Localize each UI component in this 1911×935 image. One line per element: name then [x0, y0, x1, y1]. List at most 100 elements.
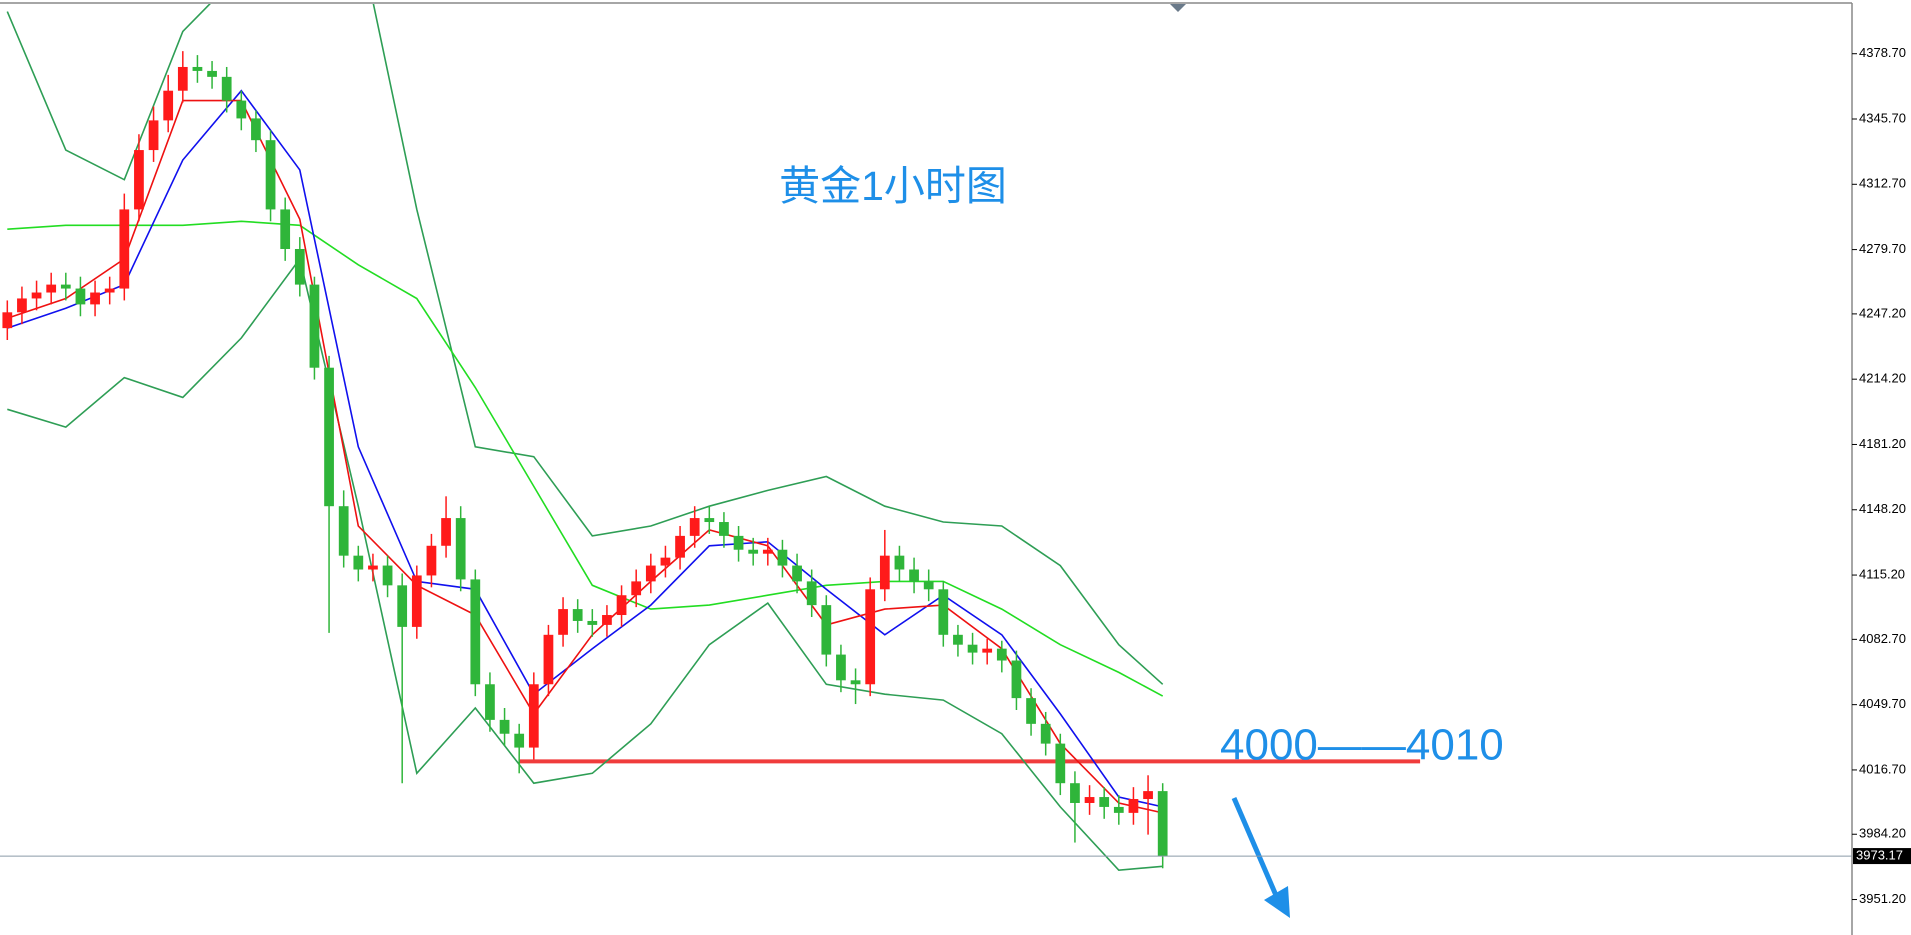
candle-body: [104, 288, 115, 293]
candle-body: [792, 565, 802, 582]
candle-body: [719, 522, 729, 536]
candle-body: [850, 680, 861, 685]
candle-body: [60, 284, 71, 289]
candle-body: [265, 140, 276, 210]
y-tick-label: 4345.70: [1859, 110, 1906, 125]
candle-body: [119, 209, 130, 289]
candle-body: [148, 120, 159, 151]
candle-body: [177, 66, 188, 91]
marker: [1170, 4, 1186, 12]
y-tick-label: 3951.20: [1859, 891, 1906, 906]
indicator-line: [7, 257, 1163, 872]
candle-body: [353, 555, 364, 570]
candle-body: [134, 150, 144, 210]
candle-body: [324, 367, 334, 507]
annotation: 4000——4010: [1220, 721, 1504, 770]
candle-body: [675, 535, 685, 558]
candle-body: [543, 634, 554, 685]
candle-body: [996, 648, 1007, 661]
candle-body: [309, 284, 320, 368]
candle-body: [528, 684, 539, 748]
candle-body: [17, 298, 27, 313]
candle-body: [1099, 797, 1110, 807]
current-price-label: 3973.17: [1856, 848, 1903, 863]
candle-body: [762, 549, 773, 554]
candle-body: [251, 118, 261, 141]
candle-body: [368, 565, 378, 570]
y-tick-label: 4016.70: [1859, 761, 1906, 776]
candle-body: [748, 549, 759, 554]
candle-body: [485, 684, 495, 720]
candle-body: [280, 209, 291, 249]
candle-body: [894, 555, 905, 570]
candle-body: [631, 581, 642, 596]
plot: [2, 4, 1421, 872]
indicator-line: [7, 89, 1163, 808]
candle-body: [470, 579, 481, 685]
candle-body: [645, 565, 656, 582]
candle-body: [2, 312, 13, 329]
candle-body: [865, 589, 876, 685]
candle-body: [499, 719, 510, 734]
candle-body: [221, 76, 232, 101]
candle-body: [294, 248, 305, 285]
candle-body: [1128, 799, 1139, 813]
candle-body: [426, 545, 437, 576]
candle-body: [967, 644, 978, 653]
candle-body: [821, 605, 832, 655]
candle-body: [1084, 797, 1095, 803]
y-tick-label: 4082.70: [1859, 631, 1906, 646]
y-tick-label: 4049.70: [1859, 696, 1906, 711]
candle-body: [207, 70, 217, 77]
candle-body: [397, 585, 408, 627]
candle-body: [441, 518, 451, 546]
candle-body: [514, 733, 525, 748]
candle-body: [923, 581, 934, 590]
y-tick-label: 4279.70: [1859, 241, 1906, 256]
candle-body: [777, 549, 788, 566]
candle-body: [938, 589, 949, 635]
candle-body: [411, 575, 422, 627]
chart-title: 黄金1小时图: [779, 163, 1007, 209]
candle-body: [879, 555, 890, 590]
candle-body: [1157, 791, 1168, 857]
candle-body: [587, 620, 598, 625]
candle-body: [836, 654, 846, 681]
y-tick-label: 3984.20: [1859, 826, 1906, 841]
indicator-line: [7, 220, 1164, 697]
arrow-shaft: [1231, 797, 1281, 901]
y-tick-label: 4148.20: [1859, 501, 1906, 516]
candle-body: [1011, 660, 1022, 699]
candle-body: [1055, 743, 1066, 784]
candle-body: [31, 292, 42, 299]
candle-body: [953, 634, 963, 645]
candle-body: [338, 506, 349, 556]
y-tick-label: 4181.20: [1859, 436, 1906, 451]
candle-body: [90, 292, 100, 305]
candle-body: [1070, 783, 1080, 803]
candle-body: [704, 518, 715, 523]
y-tick-label: 4214.20: [1859, 371, 1906, 386]
candle-body: [616, 595, 627, 616]
candle-body: [733, 535, 744, 550]
candle-body: [236, 100, 247, 119]
arrow-head: [1264, 886, 1290, 918]
y-tick-label: 4378.70: [1859, 45, 1906, 60]
indicator-line: [6, 4, 1164, 685]
candle-body: [192, 66, 203, 71]
candle-body: [455, 518, 466, 580]
y-tick-label: 4115.20: [1859, 566, 1905, 581]
candle-body: [806, 581, 817, 606]
candle-body: [46, 284, 57, 293]
candle-body: [1143, 791, 1153, 800]
candle-body: [660, 557, 671, 566]
y-tick-label: 4312.70: [1859, 176, 1906, 191]
candle-body: [558, 609, 568, 635]
candle-body: [602, 615, 612, 625]
y-tick-label: 4247.20: [1859, 305, 1906, 320]
candle-body: [1040, 723, 1051, 744]
candle-body: [1113, 806, 1124, 813]
candle-body: [909, 569, 919, 582]
